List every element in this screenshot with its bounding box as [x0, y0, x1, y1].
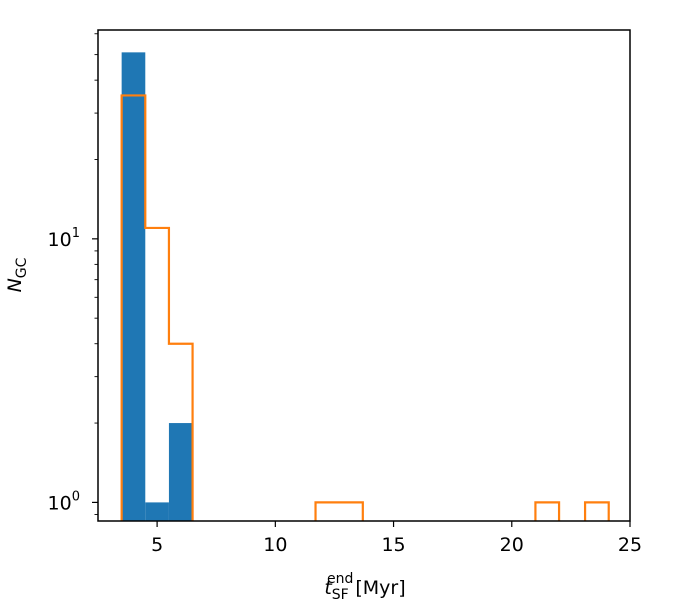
x-tick-label: 5 [151, 534, 163, 556]
x-tick-label: 25 [618, 534, 642, 556]
x-tick-label: 10 [263, 534, 287, 556]
x-tick-label: 15 [381, 534, 405, 556]
x-axis-label: tSFend [Myr] [324, 571, 405, 600]
y-axis-label: NGC [4, 257, 30, 292]
step-outline [534, 501, 561, 521]
histogram-bar [168, 423, 193, 521]
histogram-bar [121, 52, 146, 522]
step-outline [583, 501, 610, 521]
filled-histogram [121, 52, 193, 522]
y-tick-label: 100 [48, 489, 80, 514]
y-axis-ticks: 100 101 [48, 33, 98, 515]
x-axis-ticks: 5 10 15 20 25 [151, 521, 642, 556]
x-tick-label: 20 [500, 534, 524, 556]
plot-frame [97, 29, 631, 522]
step-outline [120, 94, 194, 521]
step-histogram [120, 94, 610, 521]
y-tick-label: 101 [48, 226, 80, 251]
histogram-bar [145, 502, 169, 521]
step-outline [314, 501, 364, 521]
